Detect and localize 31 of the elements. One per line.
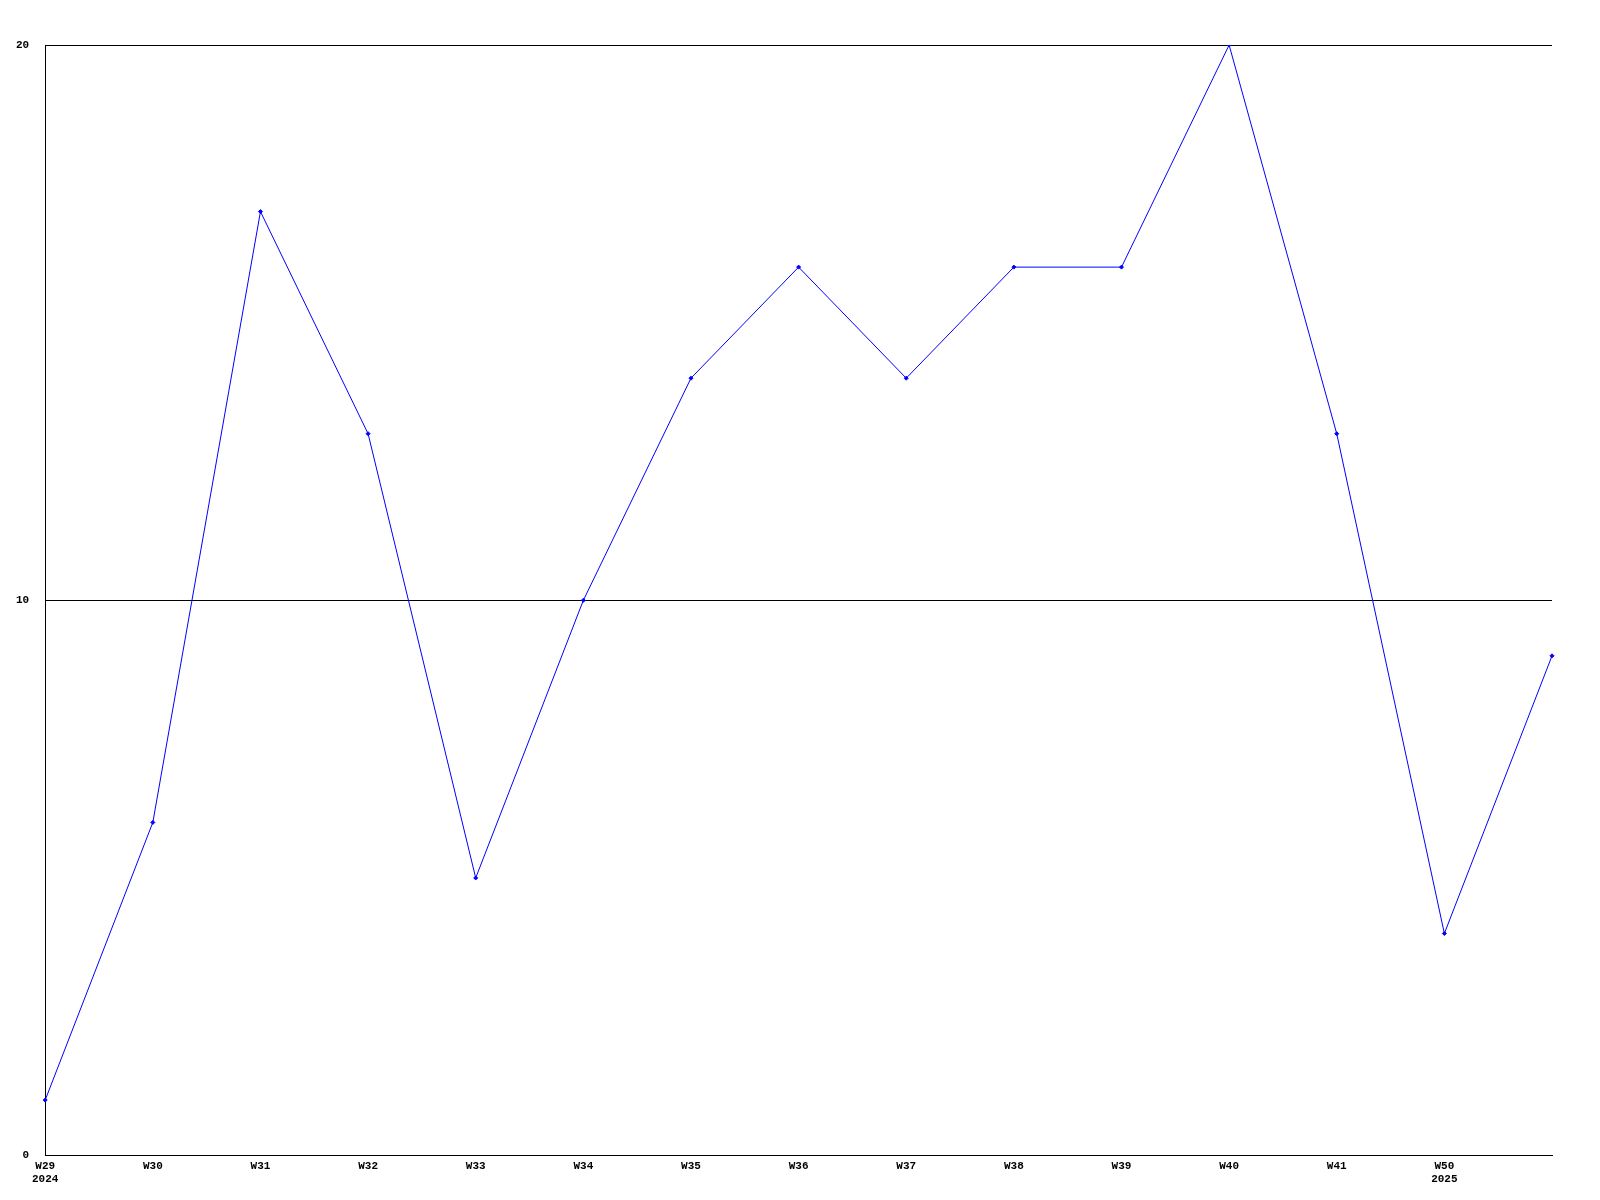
x-tick-label: W31	[250, 1159, 271, 1172]
x-tick-label: W38	[1003, 1159, 1025, 1172]
point	[1118, 264, 1124, 270]
point	[903, 375, 909, 381]
y-tick-label: 10	[16, 594, 30, 607]
point	[42, 1097, 48, 1103]
x-tick-label: W29 2024	[32, 1159, 59, 1186]
point	[688, 375, 694, 381]
point	[1549, 653, 1555, 659]
x-tick-label: W33	[465, 1159, 487, 1172]
x-tick-label: W40	[1219, 1159, 1240, 1172]
point	[1441, 930, 1447, 936]
point	[1011, 264, 1017, 270]
point	[365, 431, 371, 437]
y-tick-label: 0	[22, 1149, 30, 1162]
x-tick-label: W34	[573, 1159, 594, 1172]
point	[150, 819, 156, 825]
x-tick-label: W50 2025	[1431, 1159, 1458, 1186]
x-tick-label: W41	[1326, 1159, 1348, 1172]
point	[580, 597, 586, 603]
y-tick-label: 20	[16, 38, 30, 51]
x-tick-label: W37	[896, 1159, 917, 1172]
point	[1334, 431, 1340, 437]
point	[473, 875, 479, 881]
x-tick-label: W35	[681, 1159, 702, 1172]
x-tick-label: W39	[1111, 1159, 1132, 1172]
point	[257, 209, 263, 215]
point	[796, 264, 802, 270]
x-tick-label: W30	[142, 1159, 163, 1172]
x-tick-label: W36	[788, 1159, 809, 1172]
x-tick-label: W32	[358, 1159, 378, 1172]
